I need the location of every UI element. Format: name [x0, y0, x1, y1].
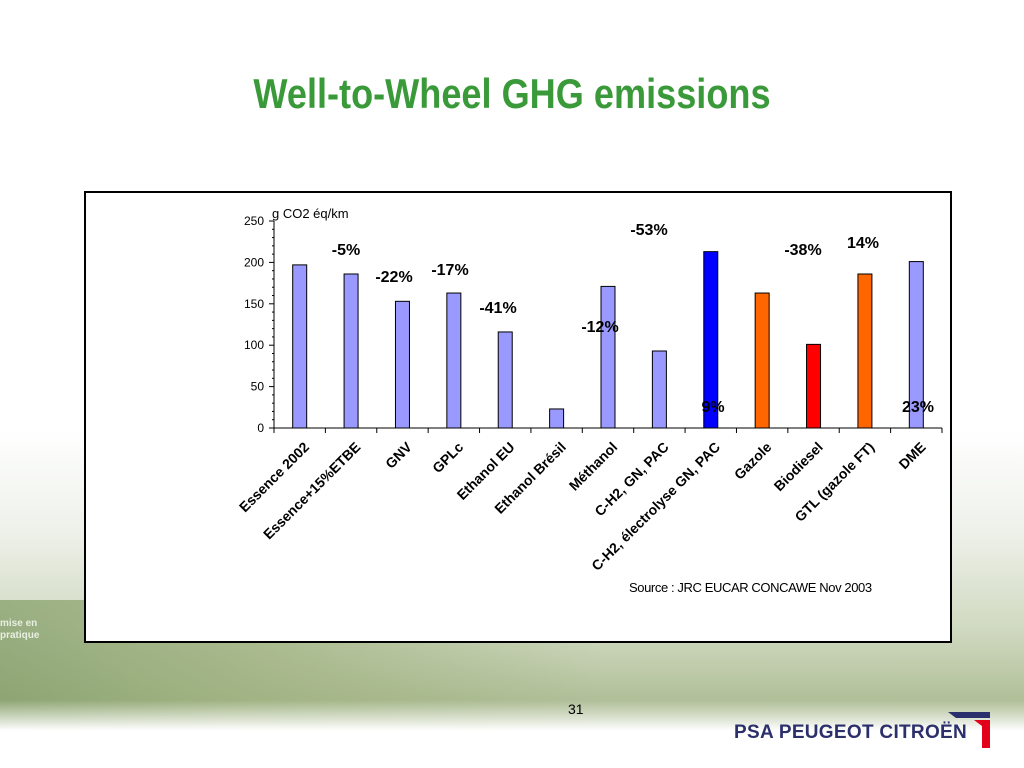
- y-tick-label: 0: [257, 421, 264, 435]
- y-tick-label: 150: [244, 297, 264, 311]
- bar: [651, 350, 667, 429]
- side-caption: mise en pratique: [0, 618, 40, 641]
- bar: [394, 300, 410, 429]
- bar: [446, 292, 462, 429]
- percent-label: -38%: [784, 242, 821, 259]
- percent-label: -41%: [479, 300, 516, 317]
- bar: [703, 251, 719, 429]
- y-tick-label: 200: [244, 255, 264, 269]
- logo-text: PSA PEUGEOT CITROËN: [734, 722, 968, 743]
- bar: [549, 408, 565, 429]
- percent-label: -5%: [332, 242, 360, 259]
- category-label: Essence+15%ETBE: [260, 439, 363, 542]
- bar: [754, 292, 770, 429]
- source-note: Source : JRC EUCAR CONCAWE Nov 2003: [629, 580, 872, 595]
- percent-label: -53%: [630, 222, 667, 239]
- bar-chart: g CO2 éq/km Source : JRC EUCAR CONCAWE N…: [236, 206, 943, 595]
- bar: [292, 264, 308, 429]
- category-label: GPLc: [429, 439, 466, 476]
- bar: [600, 285, 616, 429]
- percent-label: 9%: [701, 399, 724, 416]
- percent-label: 23%: [902, 399, 934, 416]
- bar: [857, 273, 873, 429]
- y-tick-label: 50: [251, 380, 265, 394]
- category-label: Méthanol: [566, 439, 621, 494]
- y-axis-label: g CO2 éq/km: [272, 206, 349, 221]
- y-tick-label: 100: [244, 338, 264, 352]
- percent-label: -17%: [431, 262, 468, 279]
- page-number: 31: [568, 701, 584, 717]
- bar: [908, 261, 924, 429]
- category-label: GNV: [382, 438, 415, 471]
- percent-label: -22%: [375, 269, 412, 286]
- category-label: Gazole: [731, 439, 775, 483]
- category-label: DME: [895, 439, 928, 472]
- percent-label: 14%: [847, 235, 879, 252]
- footer-band: [0, 700, 1024, 768]
- bar: [497, 331, 513, 429]
- y-tick-label: 250: [244, 214, 264, 228]
- slide-title: Well-to-Wheel GHG emissions: [253, 70, 771, 117]
- chart-frame: g CO2 éq/km Source : JRC EUCAR CONCAWE N…: [84, 191, 952, 643]
- percent-label: -12%: [581, 319, 618, 336]
- bar: [806, 343, 822, 429]
- bar: [343, 273, 359, 429]
- flag-icon: [948, 712, 990, 748]
